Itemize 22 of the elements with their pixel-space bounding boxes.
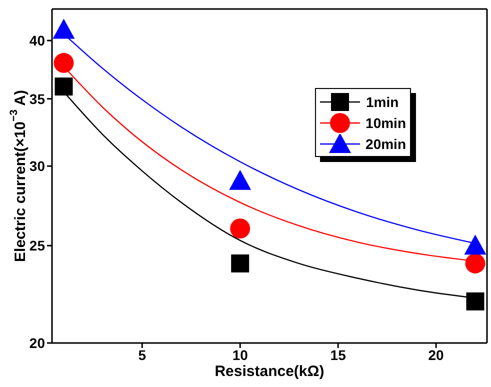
point [54,78,73,96]
point [466,292,484,310]
legend-label: 10min [366,114,406,130]
y-tick-label: 20 [29,334,46,351]
x-tick-label: 10 [232,346,248,363]
legend-label: 1min [366,94,399,110]
point [229,170,252,190]
x-tick-label: 5 [138,346,146,363]
y-tick-label: 30 [29,158,46,174]
x-axis-title: Resistance(kΩ) [214,363,324,380]
y-tick-label: 40 [29,32,46,49]
point [464,234,486,255]
x-tick-label: 15 [330,346,346,363]
point [54,52,74,73]
legend-label: 20min [366,136,406,152]
point [465,253,486,274]
y-tick-label: 25 [29,238,46,254]
point [230,218,250,239]
point [231,254,250,272]
point [52,18,75,39]
y-tick-label: 35 [29,90,46,107]
x-tick-label: 20 [428,346,444,363]
